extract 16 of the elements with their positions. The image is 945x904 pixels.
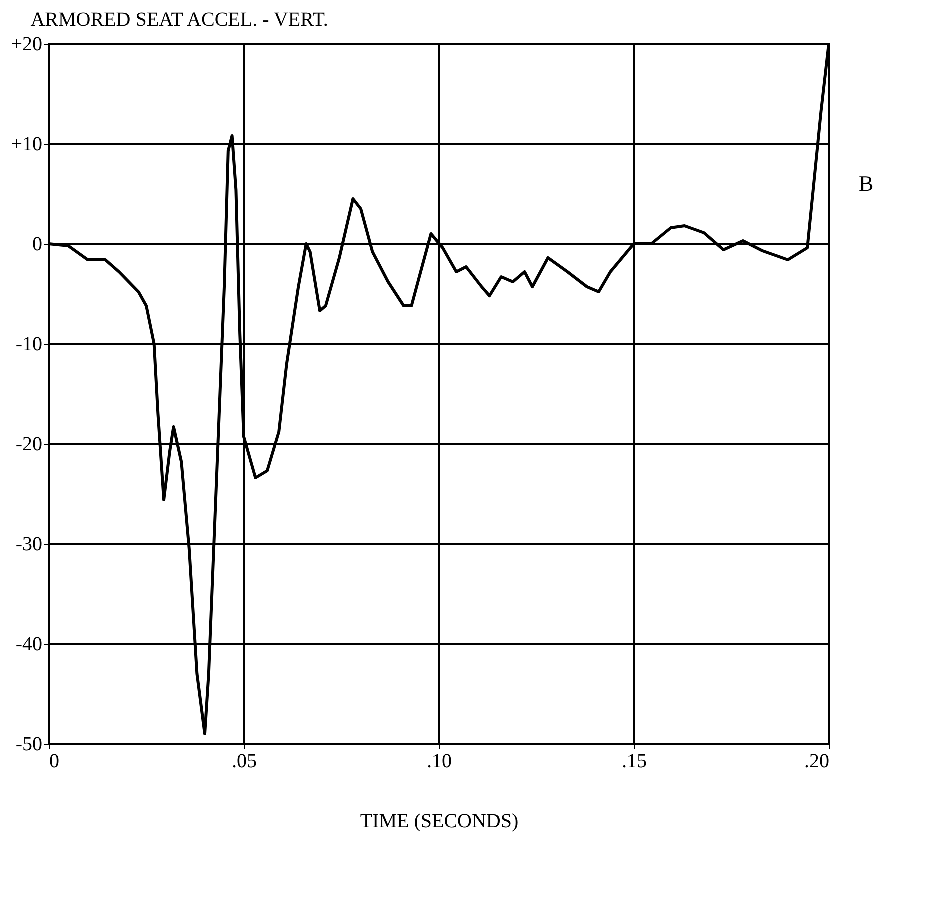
x-axis-title: TIME (SECONDS) (360, 810, 519, 832)
chart-title: ARMORED SEAT ACCEL. - VERT. (30, 9, 328, 31)
y-tick-label: -30 (16, 534, 42, 556)
y-tick-label: -20 (16, 434, 42, 456)
y-tick-label: +10 (11, 134, 42, 156)
y-tick-label: 0 (32, 234, 42, 256)
y-tick-label: +20 (11, 34, 42, 56)
y-tick-label: -40 (16, 634, 42, 656)
x-tick-label: .20 (804, 750, 830, 772)
y-tick-label: -10 (16, 334, 42, 356)
y-tick-label: -50 (16, 734, 42, 756)
x-tick-label: .15 (622, 750, 647, 772)
x-tick-label: 0 (50, 750, 60, 772)
x-tick-label: .10 (427, 750, 452, 772)
x-tick-label: .05 (232, 750, 257, 772)
text: B (859, 171, 874, 196)
